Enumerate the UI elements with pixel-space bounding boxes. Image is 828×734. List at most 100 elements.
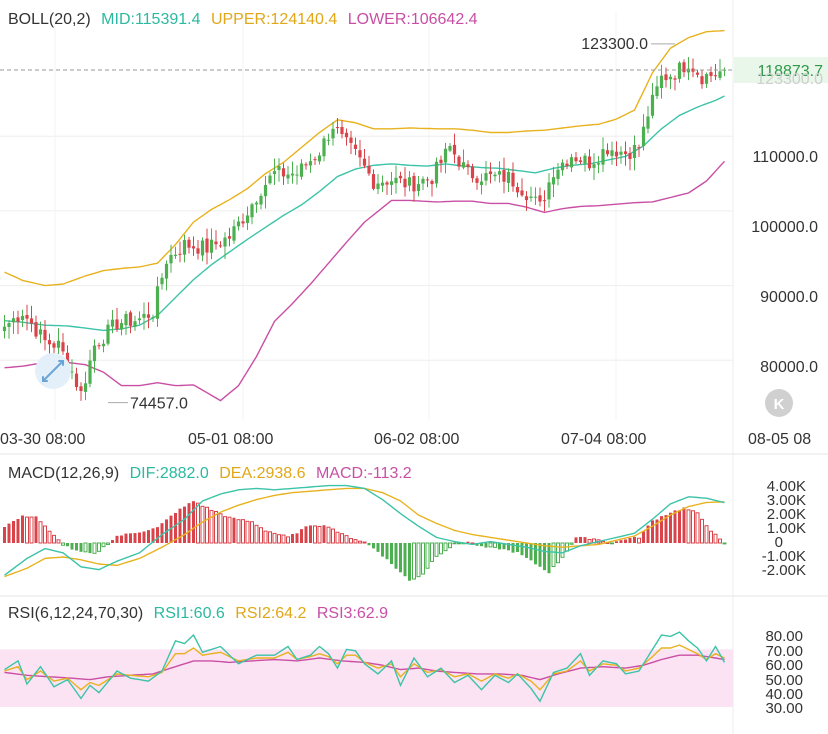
candle-body: [556, 169, 560, 179]
candle-body: [637, 147, 641, 149]
candle-body: [304, 164, 308, 166]
candle-body: [403, 178, 407, 188]
candle-body: [578, 160, 583, 162]
macd-lines: [4, 484, 725, 578]
candle-body: [470, 166, 475, 179]
macd-bar: [160, 523, 164, 543]
candle-body: [650, 94, 655, 116]
macd-bar: [466, 541, 470, 543]
candle-body: [137, 318, 142, 321]
candle-body: [335, 127, 340, 129]
macd-bar: [560, 542, 565, 558]
macd-bar: [547, 543, 551, 574]
macd-bar: [3, 527, 6, 543]
candle-body: [385, 182, 389, 185]
candle-body: [331, 128, 335, 139]
macd-bar: [183, 506, 186, 543]
macd-bar: [443, 542, 448, 552]
rsi-legend-rsi1: RSI1:60.6: [154, 605, 225, 622]
macd-bar: [403, 543, 407, 577]
macd-bar: [309, 525, 312, 543]
candle-body: [16, 317, 20, 322]
rsi-y-tick-30: 30.00: [765, 700, 803, 717]
macd-bar: [619, 540, 623, 543]
macd-bar: [651, 520, 654, 543]
macd-bar: [79, 543, 83, 552]
x-tick-1: 05-01 08:00: [188, 431, 274, 448]
macd-bar: [543, 543, 546, 571]
macd-bar: [259, 527, 263, 544]
macd-y-tick-0: 0: [775, 534, 783, 551]
macd-bar: [200, 505, 205, 544]
macd-bar: [358, 540, 362, 544]
macd-bar: [610, 542, 614, 545]
macd-bar: [232, 517, 236, 543]
rsi-lines: [4, 631, 726, 703]
candle-body: [547, 182, 551, 200]
candle-body: [43, 329, 47, 341]
candle-body: [74, 373, 79, 388]
candle-body: [25, 315, 29, 319]
rsi-y-tick-80: 80.00: [765, 628, 803, 645]
candle-body: [160, 277, 164, 285]
macd-bar: [646, 525, 650, 543]
candle-body: [317, 155, 322, 162]
candle-body: [623, 151, 628, 155]
macd-bar: [480, 543, 483, 547]
macd-bar: [421, 542, 425, 575]
macd-bar: [326, 526, 331, 544]
macd-y-tick-1k: 1.00K: [767, 520, 806, 537]
macd-bar: [534, 543, 537, 565]
candle-body: [326, 139, 331, 141]
macd-dif-line: [4, 484, 725, 576]
candle-body: [281, 168, 286, 177]
macd-bar: [16, 518, 20, 543]
macd-bar: [156, 527, 159, 543]
candle-body: [457, 156, 461, 167]
candle-body: [182, 240, 187, 255]
macd-bar: [718, 538, 722, 544]
candle-body: [542, 200, 547, 202]
candle-body: [380, 182, 385, 186]
macd-bar: [214, 510, 218, 544]
macd-bar: [133, 533, 137, 543]
macd-bar: [25, 516, 29, 544]
candle-body: [196, 248, 200, 254]
macd-bar: [92, 542, 97, 554]
scroll-to-latest-button[interactable]: K: [765, 389, 793, 417]
macd-bar: [615, 541, 618, 543]
rsi-y-tick-40: 40.00: [765, 686, 803, 703]
candle-body: [88, 360, 92, 384]
candle-body: [583, 155, 587, 164]
candle-body: [299, 163, 304, 177]
candle-body: [2, 326, 7, 332]
macd-bar: [43, 525, 47, 544]
rsi1-line: [4, 631, 726, 703]
candle-body: [209, 239, 214, 253]
candle-body: [592, 164, 596, 168]
macd-bar: [250, 521, 254, 544]
macd-bar: [394, 543, 398, 569]
macd-bar: [574, 537, 578, 543]
candle-body: [47, 340, 52, 345]
candle-body: [308, 161, 313, 166]
candle-body: [713, 75, 718, 77]
candle-body: [38, 329, 43, 335]
macd-bar: [385, 543, 389, 560]
expand-icon[interactable]: [35, 353, 71, 389]
x-tick-3: 07-04 08:00: [561, 431, 647, 448]
candle-body: [286, 174, 290, 179]
candle-body: [632, 144, 637, 158]
macd-bar: [439, 542, 443, 555]
candle-body: [155, 286, 160, 319]
candle-body: [254, 202, 259, 205]
macd-bar: [507, 543, 510, 551]
candle-body: [484, 173, 488, 181]
macd-bar: [704, 525, 709, 544]
macd-bar: [291, 533, 294, 543]
candle-body: [569, 157, 574, 168]
candle-body: [605, 150, 610, 155]
macd-bar: [362, 541, 367, 544]
candle-body: [119, 323, 124, 330]
